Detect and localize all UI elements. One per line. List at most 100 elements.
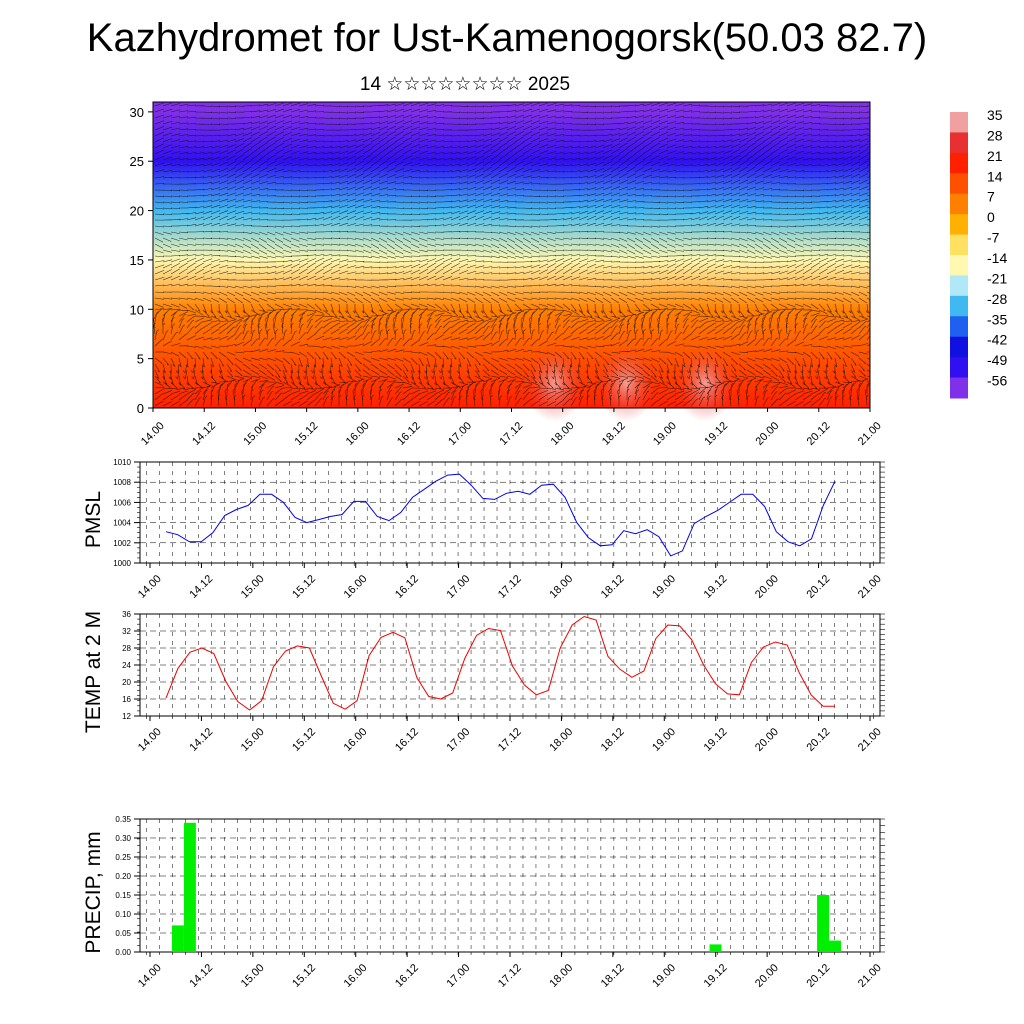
precip-x-tick-label: 15.12 [290, 962, 318, 990]
warm-spot [675, 345, 736, 422]
pmsl-x-tick-label: 18.12 [599, 573, 627, 601]
colorbar-swatch [950, 336, 968, 358]
colorbar-label: -7 [987, 230, 1000, 246]
temp-x-tick-label: 20.00 [753, 726, 781, 754]
pmsl-x-tick-label: 15.00 [239, 573, 267, 601]
pmsl-x-tick-label: 17.00 [444, 573, 472, 601]
colorbar-swatch [950, 275, 968, 297]
wind-barb-path [153, 102, 870, 407]
precip-ylabel: PRECIP, mm [82, 831, 105, 953]
y-tick-label: 10 [130, 302, 144, 317]
pmsl-y-tick-label: 1000 [113, 559, 131, 568]
y-tick-label: 15 [130, 253, 144, 268]
precip-y-tick-label: 0.25 [115, 853, 131, 862]
x-tick-label: 17.00 [446, 420, 474, 448]
pmsl-x-tick-label: 15.12 [290, 573, 318, 601]
pmsl-x-tick-label: 14.12 [187, 573, 215, 601]
colorbar-swatch [950, 112, 968, 133]
colorbar-label: -49 [987, 352, 1007, 368]
colorbar-swatch [950, 193, 968, 215]
x-tick-label: 16.00 [344, 420, 372, 448]
y-tick-label: 20 [130, 204, 144, 219]
temp-x-tick-label: 14.12 [187, 726, 215, 754]
y-tick-label: 5 [137, 352, 144, 367]
colorbar-label: 21 [987, 148, 1003, 164]
colorbar-swatch [950, 132, 968, 154]
precip-x-tick-label: 17.12 [496, 962, 524, 990]
temp-y-tick-label: 12 [122, 712, 131, 721]
temp-y-tick-label: 24 [122, 661, 131, 670]
colorbar-swatch [950, 173, 968, 195]
pmsl-y-tick-label: 1008 [113, 478, 131, 487]
precip-bar [171, 925, 184, 952]
precip-x-tick-label: 20.12 [804, 962, 832, 990]
temp-x-tick-label: 20.12 [804, 726, 832, 754]
pmsl-y-tick-label: 1010 [113, 458, 131, 467]
temp-y-tick-label: 20 [122, 678, 131, 687]
x-tick-label: 19.12 [702, 420, 730, 448]
precip-bar [709, 944, 722, 952]
temp-y-tick-label: 32 [122, 627, 131, 636]
precip-x-tick-label: 20.00 [753, 962, 781, 990]
pmsl-y-tick-label: 1004 [113, 519, 131, 528]
precip-x-tick-label: 16.00 [342, 962, 370, 990]
pmsl-x-tick-label: 16.12 [393, 573, 421, 601]
colorbar-label: 7 [987, 189, 995, 205]
temp-line [165, 615, 835, 711]
temp-y-tick-label: 16 [122, 695, 131, 704]
x-tick-label: 14.00 [139, 420, 167, 448]
precip-y-tick-label: 0.10 [115, 910, 131, 919]
x-tick-label: 14.12 [190, 420, 218, 448]
temp-x-tick-label: 14.00 [136, 726, 164, 754]
precip-x-tick-label: 19.00 [650, 962, 678, 990]
temp-x-tick-label: 17.12 [496, 726, 524, 754]
colorbar-label: 35 [987, 107, 1003, 123]
precip-bar [817, 895, 830, 952]
colorbar-swatch [950, 214, 968, 236]
colorbar-swatch [950, 234, 968, 256]
x-tick-label: 20.00 [753, 420, 781, 448]
colorbar-label: -14 [987, 250, 1007, 266]
y-tick-label: 30 [130, 105, 144, 120]
colorbar-label: -21 [987, 270, 1007, 286]
colorbar-swatch [950, 295, 968, 317]
pmsl-line [165, 473, 836, 557]
x-tick-label: 15.00 [241, 420, 269, 448]
precip-bar [829, 940, 841, 952]
temp-x-tick-label: 16.12 [393, 726, 421, 754]
temp-x-tick-label: 16.00 [342, 726, 370, 754]
heatmap-field [153, 102, 870, 408]
temp-x-tick-label: 19.12 [702, 726, 730, 754]
chart-subtitle: 14 ☆☆☆☆☆☆☆☆ 2025 [359, 74, 571, 95]
pmsl-x-tick-label: 20.12 [804, 573, 832, 601]
colorbar-label: -56 [987, 373, 1007, 389]
pmsl-y-tick-label: 1006 [113, 498, 131, 507]
precip-y-tick-label: 0.35 [115, 815, 131, 824]
colorbar-swatch [950, 316, 968, 338]
colorbar-swatch [950, 357, 968, 379]
y-tick-label: 0 [137, 401, 144, 416]
x-tick-label: 20.12 [805, 420, 833, 448]
temp-x-tick-label: 17.00 [444, 726, 472, 754]
colorbar-label: -35 [987, 311, 1007, 327]
temp-ylabel: TEMP at 2 M [82, 611, 105, 733]
x-tick-label: 15.12 [293, 420, 321, 448]
precip-x-tick-label: 16.12 [393, 962, 421, 990]
pmsl-x-tick-label: 19.12 [702, 573, 730, 601]
pmsl-x-tick-label: 17.12 [496, 573, 524, 601]
y-tick-label: 25 [130, 154, 144, 169]
temp-x-tick-label: 19.00 [650, 726, 678, 754]
precip-y-tick-label: 0.15 [115, 891, 131, 900]
temp-x-tick-label: 21.00 [856, 726, 884, 754]
precip-bar [183, 822, 196, 952]
pmsl-frame [139, 461, 881, 564]
precip-x-tick-label: 21.00 [856, 962, 884, 990]
pmsl-x-tick-label: 14.00 [136, 573, 164, 601]
colorbar-label: 14 [987, 168, 1003, 184]
precip-x-tick-label: 17.00 [444, 962, 472, 990]
x-tick-label: 21.00 [856, 420, 884, 448]
pmsl-x-tick-label: 21.00 [856, 573, 884, 601]
temp-x-tick-label: 18.12 [599, 726, 627, 754]
precip-x-tick-label: 14.00 [136, 962, 164, 990]
